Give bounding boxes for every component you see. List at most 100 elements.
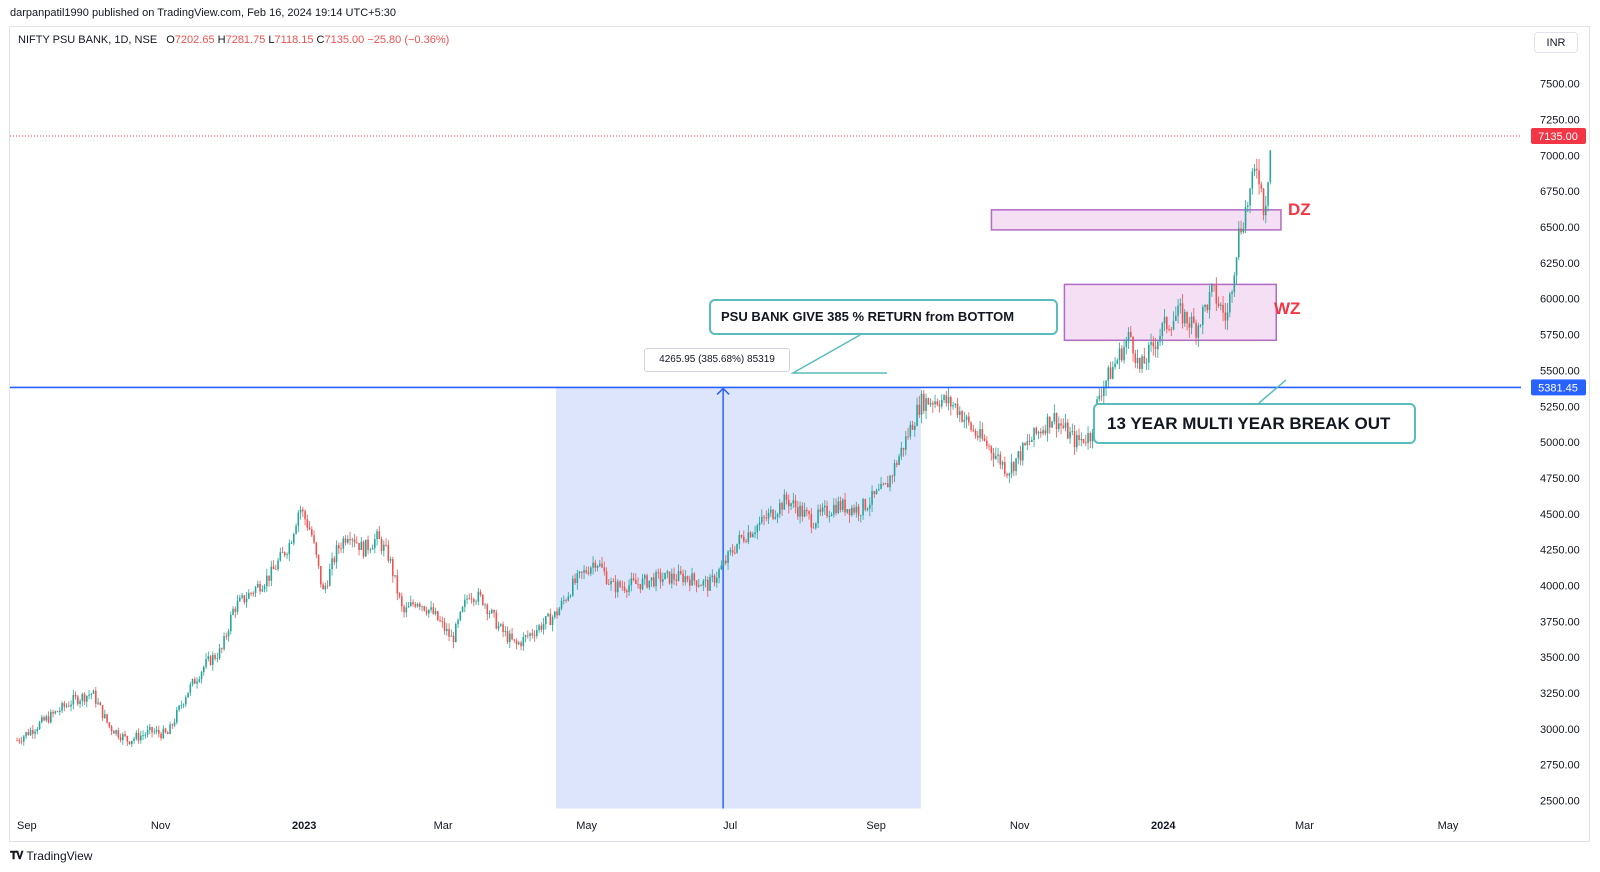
y-tick-label: 3500.00 <box>1540 652 1580 664</box>
candle-body <box>907 436 909 438</box>
candle-body <box>56 711 59 713</box>
breakout-callout[interactable]: 13 YEAR MULTI YEAR BREAK OUT <box>1093 403 1416 444</box>
candle-body <box>601 563 603 568</box>
candle-body <box>275 569 277 570</box>
candle-body <box>1145 362 1148 364</box>
candle-body <box>362 541 365 557</box>
candle-body <box>162 728 165 739</box>
candle-body <box>578 571 581 574</box>
candle-body <box>288 543 291 555</box>
candle-body <box>191 679 194 685</box>
candle-body <box>286 554 288 556</box>
candle-body <box>700 585 702 587</box>
candle-body <box>425 610 428 614</box>
candle-body <box>869 504 871 509</box>
candle-body <box>551 617 554 626</box>
candle-body <box>657 572 660 574</box>
candle-body <box>234 608 237 612</box>
candle-body <box>1211 284 1213 293</box>
candle-body <box>547 613 549 617</box>
candle-body <box>794 500 797 508</box>
y-tick-label: 2500.00 <box>1540 796 1580 808</box>
candle-body <box>329 569 331 586</box>
candle-body <box>911 424 914 430</box>
candle-body <box>457 620 459 624</box>
candle-body <box>261 589 264 592</box>
candle-body <box>689 579 691 586</box>
x-tick-label: Mar <box>434 820 453 832</box>
candle-body <box>970 422 972 430</box>
candle-body <box>509 633 511 643</box>
candle-body <box>729 550 732 552</box>
candle-body <box>353 539 356 543</box>
candle-body <box>684 576 687 583</box>
candle-body <box>1013 462 1015 472</box>
candle-body <box>500 624 502 626</box>
price-axis: 2500.00 2750.00 3000.00 3250.00 3500.00 3750.… <box>1540 79 1580 808</box>
candle-body <box>61 703 63 711</box>
candle-body <box>839 501 842 510</box>
candle-body <box>871 491 873 505</box>
y-tick-label: 7500.00 <box>1540 79 1580 91</box>
candle-body <box>1130 331 1132 337</box>
candle-body <box>290 543 293 544</box>
candle-body <box>531 633 534 636</box>
candle-body <box>455 623 457 643</box>
candle-body <box>956 403 959 415</box>
return-callout[interactable]: PSU BANK GIVE 385 % RETURN from BOTTOM <box>709 299 1058 335</box>
candle-body <box>1249 188 1251 206</box>
candle-body <box>965 416 968 420</box>
candle-body <box>560 600 563 609</box>
candle-body <box>923 393 925 411</box>
candle-body <box>1179 303 1182 306</box>
candle-body <box>635 579 637 584</box>
candle-body <box>932 402 934 405</box>
candle-body <box>569 595 572 597</box>
candle-body <box>272 566 275 570</box>
candle-body <box>761 516 763 523</box>
candle-body <box>315 542 318 555</box>
candle-body <box>1195 322 1197 338</box>
y-tick-label: 5000.00 <box>1540 437 1580 449</box>
candle-body <box>628 585 630 593</box>
candle-body <box>482 594 484 605</box>
candle-body <box>905 436 907 450</box>
y-tick-label: 3750.00 <box>1540 616 1580 628</box>
price-tags: 7135.00 5381.45 <box>1531 128 1586 396</box>
candle-body <box>169 724 171 735</box>
candle-body <box>929 402 932 405</box>
candle-body <box>416 603 419 607</box>
candle-body <box>1058 423 1060 429</box>
candle-body <box>542 624 545 630</box>
candle-body <box>1229 293 1231 313</box>
candle-body <box>988 445 990 447</box>
brand-text: TradingView <box>26 849 93 863</box>
candle-body <box>610 581 612 585</box>
candle-body <box>108 722 111 727</box>
candle-body <box>655 572 657 587</box>
candle-body <box>405 607 408 613</box>
candle-body <box>758 522 761 526</box>
candle-body <box>720 565 723 570</box>
candle-body <box>698 585 700 587</box>
chart-pane[interactable] <box>9 26 1590 842</box>
candle-body <box>236 601 239 612</box>
current-price-tag: 7135.00 <box>1538 131 1578 143</box>
candle-body <box>1136 357 1139 364</box>
candle-body <box>1208 292 1211 311</box>
measure-label[interactable]: 4265.95 (385.68%) 85319 <box>644 348 790 372</box>
candle-body <box>1172 320 1175 330</box>
tradingview-branding[interactable]: 𝐓𝐕 TradingView <box>10 849 92 863</box>
currency-selector[interactable]: INR <box>1534 32 1578 53</box>
candle-body <box>374 539 376 549</box>
candle-body <box>864 499 867 510</box>
measure-range <box>556 387 921 809</box>
candle-body <box>441 621 444 623</box>
candle-body <box>889 475 891 488</box>
candle-body <box>1204 304 1206 308</box>
candle-body <box>558 608 561 616</box>
candle-body <box>1233 275 1236 292</box>
candle-body <box>407 605 410 608</box>
candle-body <box>947 396 950 404</box>
